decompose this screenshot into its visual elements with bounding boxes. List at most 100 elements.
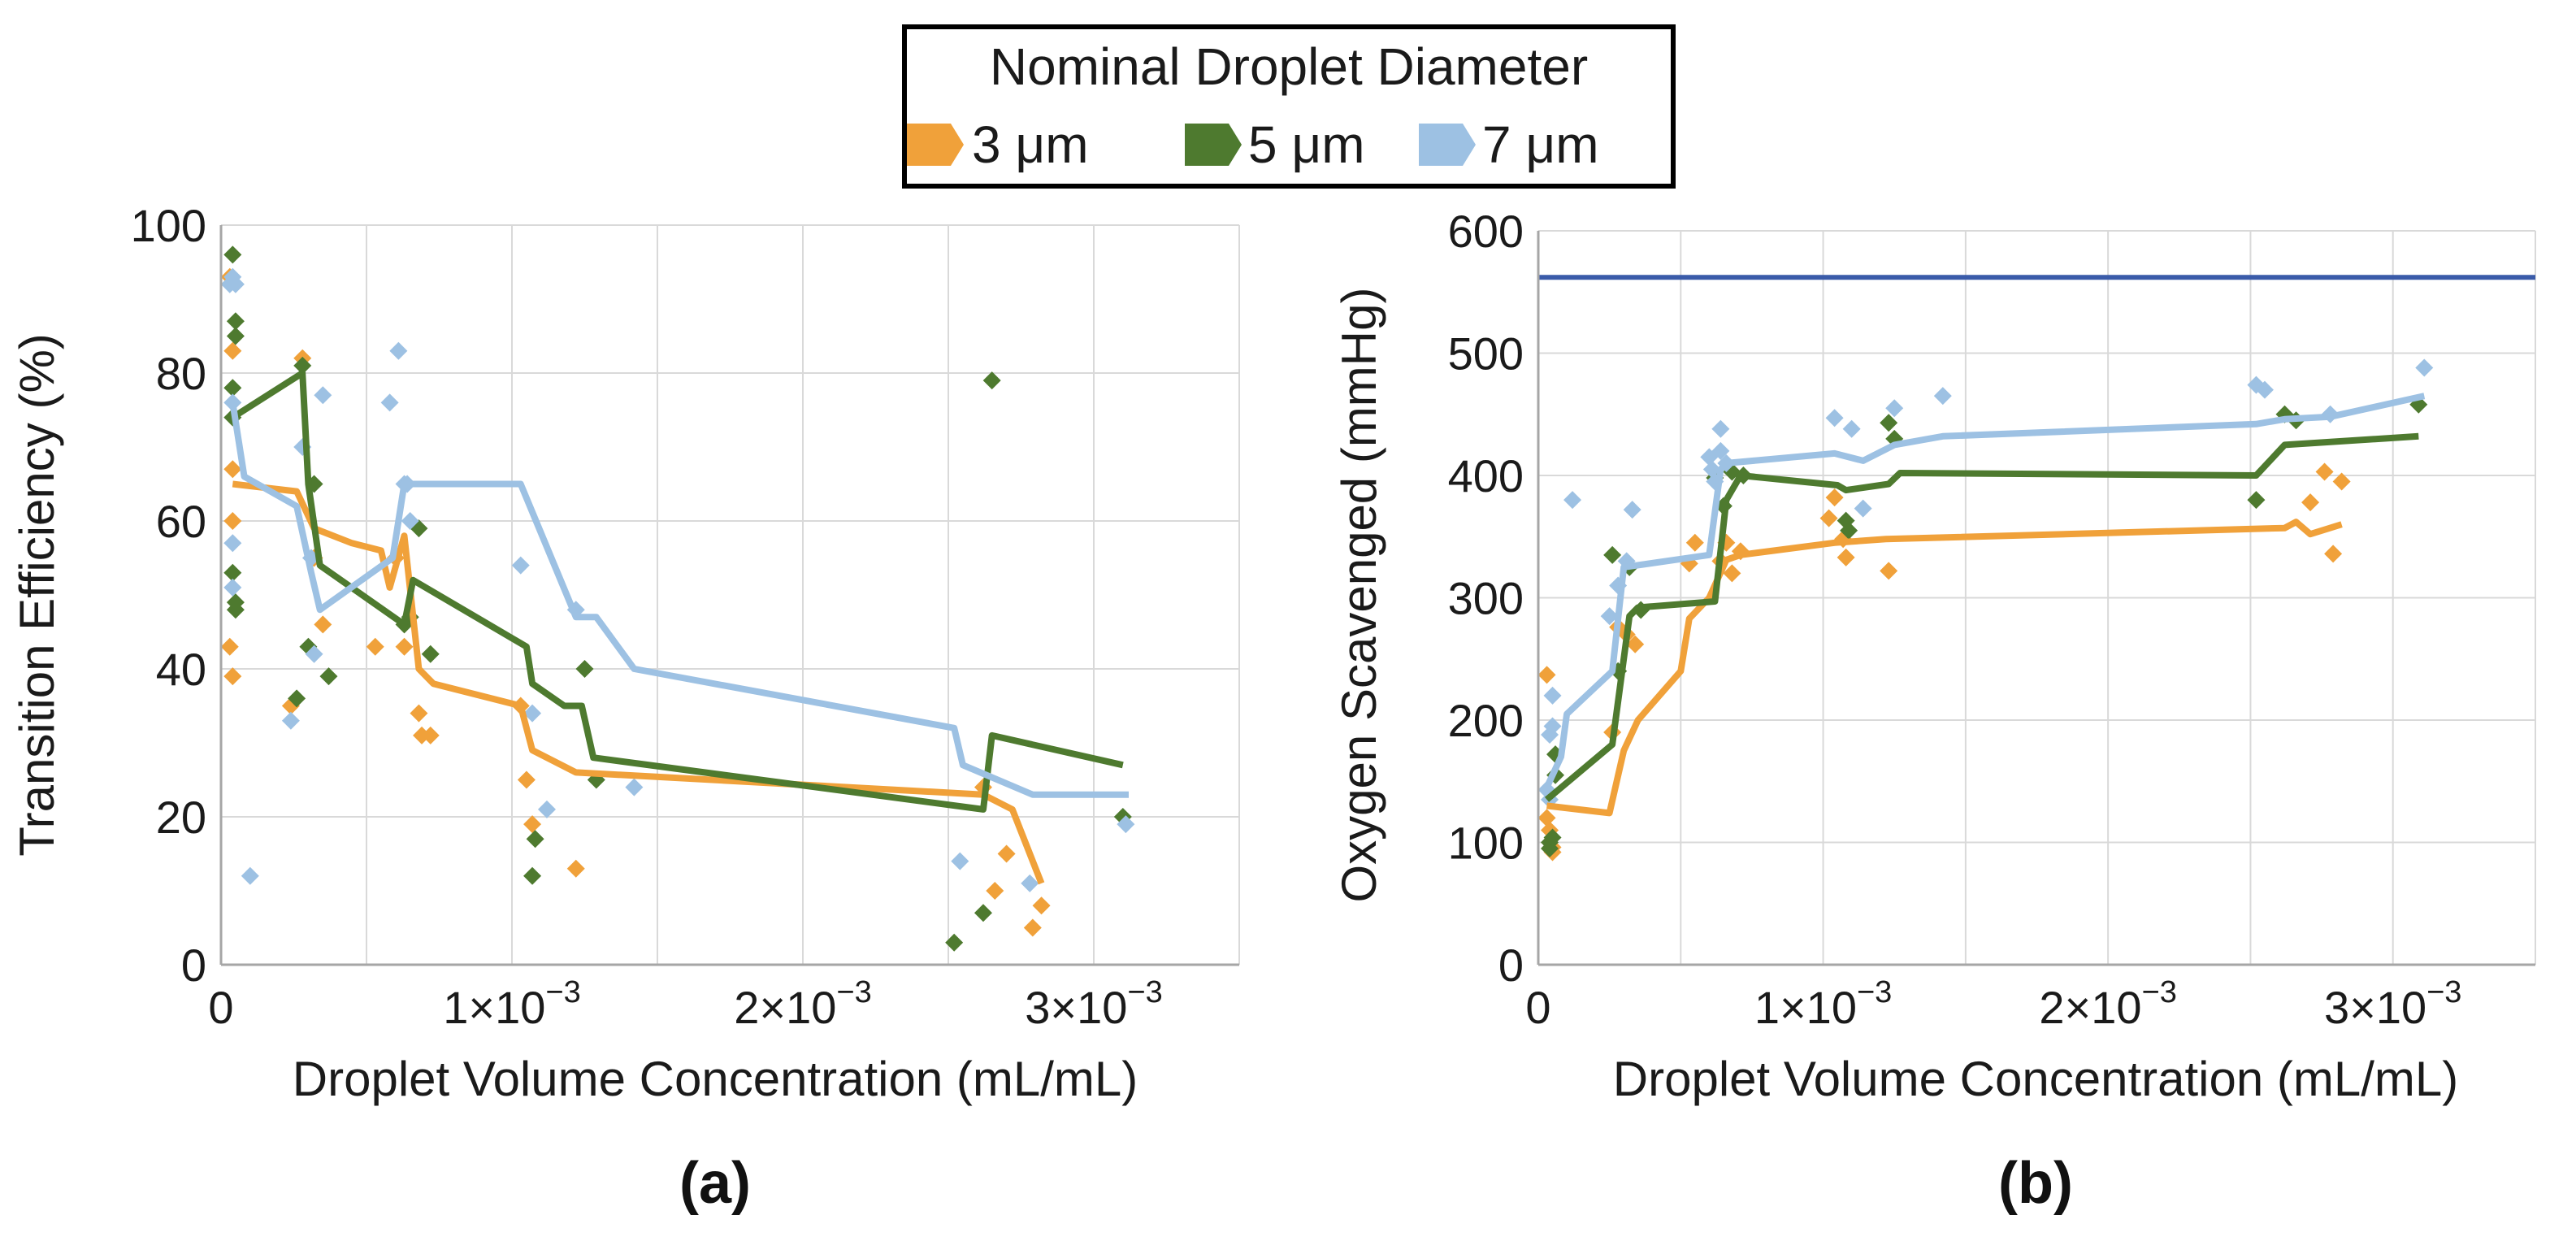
data-point-7-um	[1021, 874, 1039, 892]
data-point-5-um	[421, 645, 440, 663]
data-point-5-um	[223, 563, 242, 582]
series-7-um	[1537, 358, 2434, 809]
legend-entry-3um: 3 μm	[907, 115, 1089, 174]
data-point-7-um	[511, 556, 530, 575]
chart-b-x-axis-title: Droplet Volume Concentration (mL/mL)	[1613, 1052, 2458, 1106]
legend-marker-3um	[907, 124, 964, 166]
trend-line-5-um	[1544, 432, 2419, 802]
chart-b-y-axis-title: Oxygen Scavenged (mmHg)	[1332, 288, 1386, 903]
data-point-3-um	[223, 512, 242, 530]
data-point-5-um	[575, 660, 594, 678]
data-point-5-um	[2247, 491, 2266, 510]
data-point-7-um	[1117, 815, 1135, 834]
data-point-3-um	[2324, 545, 2343, 563]
data-point-3-um	[2301, 493, 2320, 512]
data-point-7-um	[1543, 717, 1562, 736]
x-tick-label: 0	[1525, 982, 1550, 1033]
data-point-5-um	[223, 379, 242, 397]
data-point-5-um	[319, 667, 338, 686]
chart-a-y-axis-title: Transition Efficiency (%)	[10, 333, 64, 857]
legend-title: Nominal Droplet Diameter	[990, 37, 1588, 96]
chart-a-series	[220, 245, 1135, 952]
chart-b-tick-labels: 0 100 200 300 400 500 600 0 1×10−3 2×10−3 3×10−3	[1448, 206, 2462, 1033]
chart-oxygen-scavenged: 0 100 200 300 400 500 600 0 1×10−3 2×10−3 3×10−3 D…	[1332, 206, 2536, 1216]
data-point-3-um	[1837, 548, 1855, 566]
chart-b-axes	[1537, 231, 2535, 966]
data-point-5-um	[226, 601, 245, 619]
data-point-5-um	[1880, 414, 1898, 432]
data-point-3-um	[220, 637, 239, 656]
data-point-5-um	[288, 689, 306, 708]
data-point-5-um	[526, 830, 544, 849]
data-point-3-um	[517, 770, 536, 789]
data-point-7-um	[305, 645, 323, 663]
panel-label-a: (a)	[679, 1151, 751, 1216]
data-point-5-um	[223, 245, 242, 264]
data-point-5-um	[1603, 545, 1622, 564]
y-tick-label: 20	[156, 792, 206, 843]
x-tick-label: 1×10−3	[443, 975, 580, 1033]
data-point-3-um	[2315, 462, 2334, 481]
data-point-7-um	[951, 852, 969, 870]
data-point-3-um	[523, 815, 542, 834]
data-point-3-um	[223, 667, 242, 686]
data-point-7-um	[1854, 499, 1872, 518]
data-point-7-um	[380, 393, 399, 412]
data-point-7-um	[241, 866, 259, 885]
legend-entry-5um: 5 μm	[1185, 115, 1365, 174]
data-point-7-um	[1825, 409, 1844, 428]
trend-line-5-um	[231, 370, 1124, 813]
data-point-3-um	[997, 844, 1016, 863]
data-point-3-um	[2332, 472, 2351, 491]
y-tick-label: 500	[1448, 328, 1524, 380]
data-point-5-um	[1543, 828, 1562, 847]
data-point-7-um	[1711, 419, 1730, 438]
y-tick-label: 0	[1498, 940, 1524, 991]
legend-entry-7um: 7 μm	[1419, 115, 1599, 174]
y-tick-label: 60	[156, 496, 206, 547]
x-tick-label: 3×10−3	[2324, 975, 2461, 1033]
data-point-3-um	[395, 637, 414, 656]
data-point-5-um	[293, 356, 312, 375]
data-point-7-um	[1702, 460, 1721, 479]
data-point-5-um	[226, 312, 245, 331]
y-tick-label: 100	[131, 200, 206, 251]
trend-line-7-um	[1543, 393, 2426, 789]
data-point-3-um	[1032, 896, 1051, 915]
x-tick-label: 1×10−3	[1754, 975, 1892, 1033]
data-point-3-um	[366, 637, 384, 656]
data-point-7-um	[1543, 686, 1562, 705]
x-tick-label: 2×10−3	[734, 975, 871, 1033]
data-point-3-um	[1537, 809, 1556, 827]
data-point-3-um	[1023, 918, 1042, 937]
panel-label-b: (b)	[1998, 1151, 2073, 1216]
data-point-3-um	[223, 460, 242, 479]
data-point-7-um	[281, 711, 300, 730]
x-tick-label: 3×10−3	[1025, 975, 1162, 1033]
data-point-3-um	[410, 704, 428, 723]
legend-marker-5um	[1185, 124, 1242, 166]
series-5-um	[1541, 395, 2428, 858]
chart-a-axes	[219, 225, 1239, 966]
data-point-5-um	[945, 933, 964, 952]
data-point-7-um	[1885, 399, 1904, 418]
data-point-3-um	[1880, 562, 1898, 580]
data-point-5-um	[974, 904, 992, 922]
data-point-3-um	[421, 726, 440, 744]
chart-b-series	[1537, 358, 2434, 862]
data-point-7-um	[1600, 607, 1619, 626]
data-point-3-um	[314, 615, 332, 634]
trend-line-7-um	[229, 401, 1129, 798]
y-tick-label: 0	[181, 940, 206, 991]
data-point-5-um	[1840, 521, 1858, 540]
data-point-3-um	[1723, 564, 1741, 583]
chart-b-grid	[1538, 230, 2536, 965]
chart-a-grid	[221, 224, 1240, 965]
y-tick-label: 600	[1448, 206, 1524, 257]
data-point-7-um	[226, 275, 245, 293]
data-point-3-um	[1537, 666, 1556, 684]
data-point-3-um	[986, 882, 1004, 900]
data-point-7-um	[1711, 441, 1730, 460]
series-5-um	[223, 245, 1132, 952]
